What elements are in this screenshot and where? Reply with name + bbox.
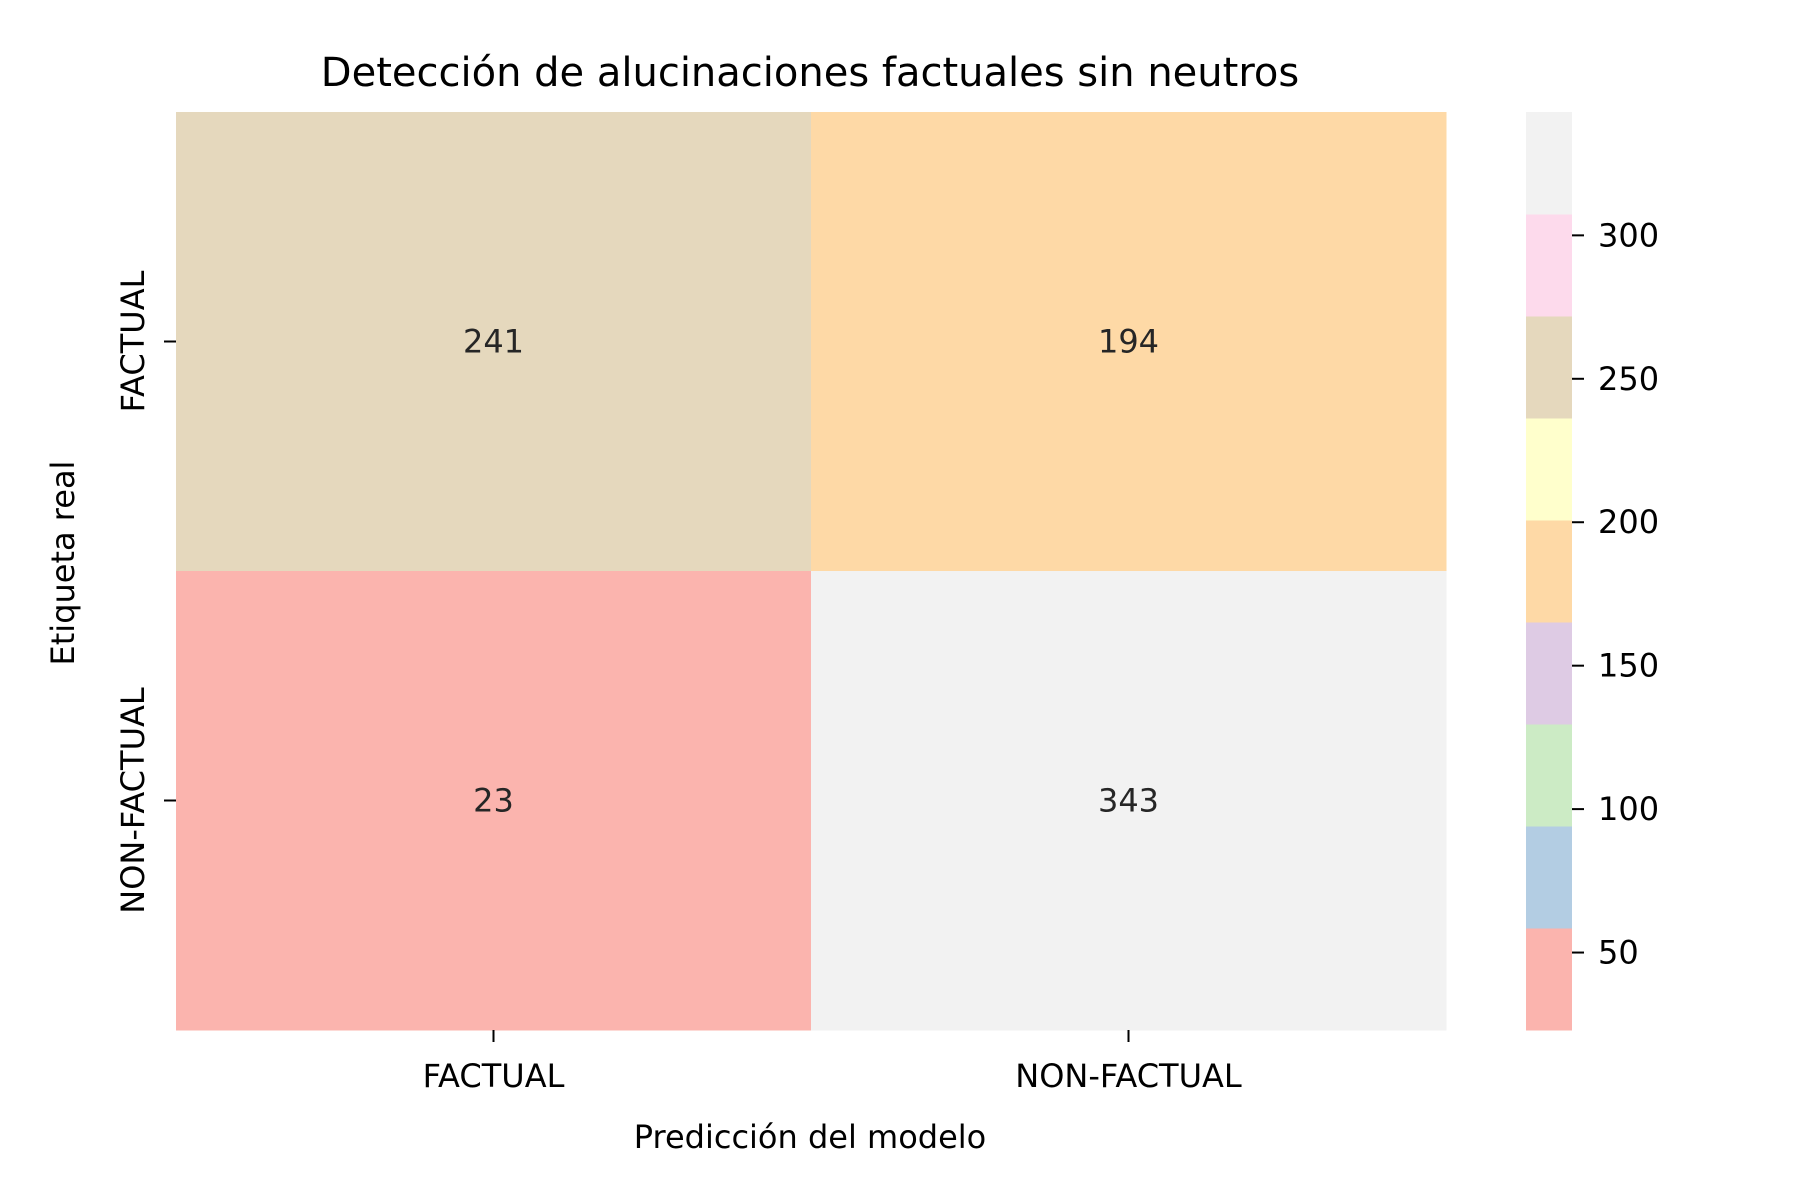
- colorbar-tick-label: 300: [1598, 216, 1659, 254]
- y-tick-label: FACTUAL: [114, 270, 152, 412]
- cell-value-label: 343: [1098, 782, 1159, 820]
- colorbar-tick-label: 50: [1598, 934, 1639, 972]
- colorbar-tick-label: 100: [1598, 790, 1659, 828]
- x-axis-label: Predicción del modelo: [634, 1118, 986, 1156]
- cell-value-label: 194: [1098, 323, 1159, 361]
- x-axis: FACTUAL NON-FACTUAL: [423, 1030, 1242, 1095]
- cell-value-label: 241: [463, 323, 524, 361]
- colorbar-segment: [1526, 520, 1572, 623]
- colorbar-segment: [1526, 826, 1572, 929]
- colorbar-segment: [1526, 724, 1572, 827]
- heatmap-cell: [811, 112, 1447, 572]
- y-axis: FACTUAL NON-FACTUAL: [114, 270, 176, 914]
- colorbar-tick-label: 250: [1598, 360, 1659, 398]
- colorbar-tick-label: 200: [1598, 503, 1659, 541]
- colorbar-segment: [1526, 112, 1572, 215]
- x-tick-label: FACTUAL: [423, 1057, 565, 1095]
- heatmap-cell: [176, 571, 812, 1031]
- colorbar-segment: [1526, 418, 1572, 521]
- colorbar-segment: [1526, 622, 1572, 725]
- colorbar-segment: [1526, 214, 1572, 317]
- colorbar-segment: [1526, 316, 1572, 419]
- colorbar: 50 100 150 200 250 300: [1526, 112, 1659, 1031]
- heatmap-cell: [811, 571, 1447, 1031]
- chart-title: Detección de alucinaciones factuales sin…: [321, 50, 1299, 96]
- heatmap-cells: 241 194 23 343: [176, 112, 1447, 1031]
- colorbar-segment: [1526, 928, 1572, 1031]
- colorbar-tick-label: 150: [1598, 647, 1659, 685]
- cell-value-label: 23: [473, 782, 514, 820]
- y-axis-label: Etiqueta real: [44, 461, 82, 666]
- y-tick-label: NON-FACTUAL: [114, 687, 152, 914]
- heatmap-cell: [176, 112, 812, 572]
- x-tick-label: NON-FACTUAL: [1015, 1057, 1242, 1095]
